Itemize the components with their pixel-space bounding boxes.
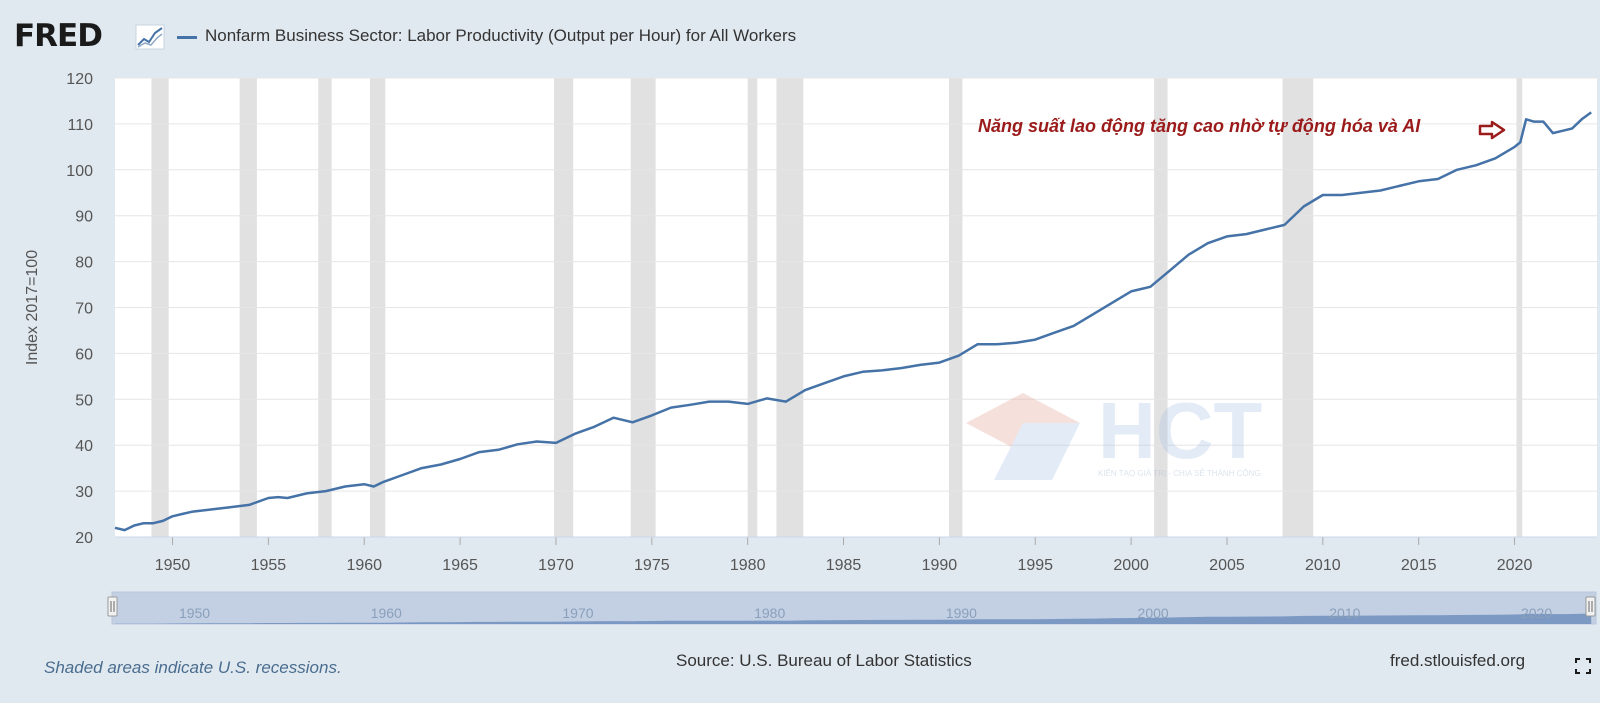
navigator-tick-label: 2020 <box>1521 605 1552 621</box>
navigator-tick-label: 2010 <box>1329 605 1360 621</box>
fullscreen-icon[interactable] <box>1575 658 1591 674</box>
x-tick-label: 2010 <box>1305 557 1341 574</box>
y-tick-label: 50 <box>75 392 93 409</box>
y-tick-label: 80 <box>75 255 93 272</box>
annotation-text: Năng suất lao động tăng cao nhờ tự động … <box>978 116 1421 136</box>
y-tick-label: 60 <box>75 346 93 363</box>
watermark-tagline: KIẾN TẠO GIÁ TRỊ - CHIA SẺ THÀNH CÔNG <box>1098 468 1261 478</box>
recession-note: Shaded areas indicate U.S. recessions. <box>44 658 342 677</box>
y-axis-label: Index 2017=100 <box>24 250 41 365</box>
navigator-tick-label: 2000 <box>1138 605 1169 621</box>
navigator-handle[interactable] <box>1585 596 1596 617</box>
x-tick-label: 1975 <box>634 557 670 574</box>
fred-logo[interactable]: FRED <box>14 18 103 54</box>
x-tick-label: 2000 <box>1113 557 1149 574</box>
navigator-area <box>115 613 1592 624</box>
y-tick-label: 40 <box>75 438 93 455</box>
fred-chart-logo-icon <box>135 24 165 50</box>
series-line <box>114 111 1592 532</box>
x-tick-label: 1950 <box>155 557 191 574</box>
plot-area[interactable]: 20 30 40 50 60 70 80 90 100 110 120 1950 1955 1960 196… <box>24 71 1597 574</box>
y-tick-label: 110 <box>67 117 93 134</box>
legend-swatch <box>177 36 197 39</box>
y-tick-label: 90 <box>75 209 93 226</box>
navigator-tick-label: 1970 <box>562 605 593 621</box>
fred-url-link[interactable]: fred.stlouisfed.org <box>1390 651 1526 670</box>
y-tick-label: 120 <box>66 71 93 88</box>
navigator-tick-label: 1950 <box>179 605 210 621</box>
x-tick-label: 1985 <box>826 557 862 574</box>
x-tick-label: 1960 <box>346 557 382 574</box>
range-navigator[interactable]: 1950 1960 1970 1980 1990 2000 2010 2020 <box>107 591 1597 625</box>
navigator-tick-label: 1990 <box>946 605 977 621</box>
x-tick-label: 1995 <box>1017 557 1053 574</box>
navigator-handle[interactable] <box>107 596 118 617</box>
watermark-text: HCT <box>1098 386 1263 475</box>
source-text: Source: U.S. Bureau of Labor Statistics <box>676 651 972 670</box>
x-tick-label: 2020 <box>1497 557 1533 574</box>
y-tick-label: 20 <box>75 530 93 547</box>
y-tick-label: 70 <box>75 301 93 318</box>
x-tick-label: 1955 <box>251 557 287 574</box>
y-tick-label: 30 <box>75 484 93 501</box>
series-title[interactable]: Nonfarm Business Sector: Labor Productiv… <box>205 26 797 45</box>
hct-watermark: HCT KIẾN TẠO GIÁ TRỊ - CHIA SẺ THÀNH CÔN… <box>966 386 1263 480</box>
x-tick-label: 1990 <box>922 557 958 574</box>
x-tick-label: 1965 <box>442 557 478 574</box>
navigator-tick-label: 1980 <box>754 605 785 621</box>
navigator-tick-label: 1960 <box>371 605 402 621</box>
x-tick-label: 1980 <box>730 557 766 574</box>
y-tick-label: 100 <box>66 163 93 180</box>
x-tick-label: 2005 <box>1209 557 1245 574</box>
right-arrow-icon <box>1478 120 1506 140</box>
x-tick-label: 1970 <box>538 557 574 574</box>
x-tick-label: 2015 <box>1401 557 1437 574</box>
